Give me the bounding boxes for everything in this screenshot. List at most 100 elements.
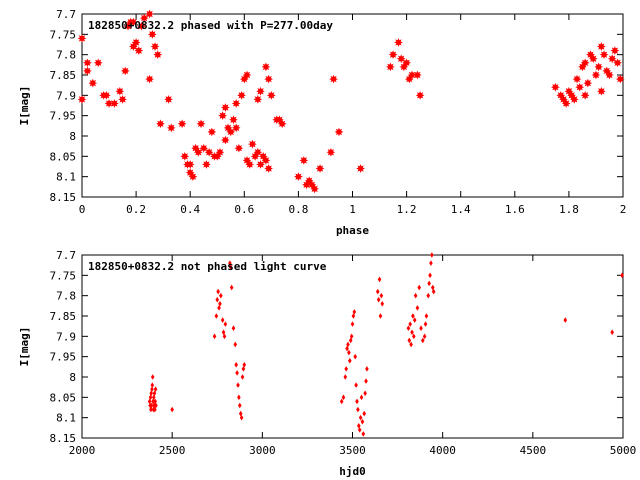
data-point: [343, 374, 348, 380]
data-point: [344, 366, 348, 372]
data-point: [239, 414, 244, 421]
data-point: [264, 164, 274, 173]
x-tick-label: 5000: [610, 444, 637, 457]
data-point: [212, 333, 217, 340]
data-point: [353, 353, 358, 360]
data-point: [110, 99, 119, 108]
data-point: [356, 406, 360, 413]
y-tick-label: 7.9: [56, 330, 76, 343]
data-point: [149, 406, 153, 413]
data-point: [237, 394, 241, 401]
data-point: [256, 160, 265, 169]
data-point: [591, 70, 601, 80]
data-point: [88, 78, 98, 88]
y-tick-label: 7.8: [56, 290, 76, 303]
data-point: [575, 82, 585, 92]
data-point: [145, 74, 154, 84]
unphased-light-curve-panel: 2000 2500 3000 3500 4000 4500 5000 7.7 7.75 7.8 7.…: [18, 249, 636, 478]
data-point: [352, 309, 357, 315]
data-point: [277, 119, 287, 129]
data-point: [131, 38, 141, 47]
data-point: [605, 70, 614, 80]
panel-title: 182850+0832.2 phased with P=277.00day: [88, 19, 333, 32]
data-point: [253, 147, 263, 157]
data-point: [412, 333, 416, 340]
data-point: [364, 378, 368, 384]
data-point: [430, 252, 434, 258]
y-tick-label: 8: [69, 130, 76, 143]
phased-light-curve-panel: 0 0.2 0.4 0.6 0.8 1 1.2 1.4 1.6 1.8 2 7.7 7.75 7.8 7.8…: [18, 8, 626, 237]
y-tick-label: 7.7: [56, 249, 76, 262]
data-point: [388, 50, 398, 60]
data-point: [386, 62, 395, 72]
data-point: [402, 58, 411, 68]
data-point: [348, 337, 353, 344]
data-point: [355, 398, 359, 405]
x-tick-label: 2: [620, 203, 627, 216]
data-point: [396, 54, 406, 64]
data-point: [266, 90, 276, 100]
data-point: [561, 99, 571, 108]
data-point: [83, 66, 92, 76]
y-tick-label: 8.05: [50, 391, 77, 404]
x-axis-label: hjd0: [339, 465, 366, 478]
data-point: [231, 325, 236, 331]
data-point: [148, 394, 153, 401]
data-point: [217, 305, 221, 311]
data-point: [607, 54, 617, 64]
data-point: [207, 127, 217, 137]
data-point: [153, 398, 158, 405]
data-point: [228, 264, 233, 270]
data-point: [264, 74, 274, 84]
data-point: [118, 95, 127, 104]
data-point: [129, 17, 138, 27]
data-point: [253, 95, 263, 104]
data-point: [134, 46, 144, 55]
panel-title: 182850+0832.2 not phased light curve: [88, 260, 327, 273]
data-point: [310, 184, 319, 194]
y-tick-label: 7.75: [50, 28, 77, 41]
data-point: [77, 34, 87, 43]
data-point: [413, 70, 422, 80]
data-point: [412, 317, 417, 323]
data-point: [379, 292, 384, 299]
data-point: [149, 390, 154, 397]
data-point: [408, 321, 413, 327]
data-point: [422, 333, 427, 340]
data-point: [349, 333, 354, 340]
data-point: [229, 284, 234, 291]
data-point: [394, 38, 403, 47]
data-point: [228, 260, 232, 266]
data-point: [599, 50, 609, 60]
x-tick-label: 1.4: [451, 203, 471, 216]
data-point: [361, 431, 366, 437]
x-tick-label: 0: [79, 203, 86, 216]
data-point: [588, 54, 598, 64]
y-tick-label: 8.15: [50, 432, 77, 445]
data-point: [223, 321, 228, 327]
x-tick-label: 2500: [159, 444, 186, 457]
data-point: [329, 74, 338, 84]
data-point: [431, 288, 436, 295]
data-point: [419, 325, 423, 331]
data-point: [376, 296, 381, 303]
data-point: [346, 341, 350, 348]
data-point: [245, 160, 255, 169]
data-point: [104, 99, 114, 108]
data-point: [204, 147, 214, 157]
data-point: [426, 292, 431, 299]
data-point: [596, 42, 606, 51]
y-tick-label: 7.7: [56, 8, 76, 21]
data-point: [563, 317, 568, 323]
y-tick-label: 7.85: [50, 310, 77, 323]
data-point: [356, 164, 365, 173]
y-axis-label: I[mag]: [18, 327, 31, 367]
plot-frame: [81, 254, 624, 439]
data-point: [363, 390, 367, 397]
data-point: [341, 394, 346, 401]
data-point: [150, 374, 155, 380]
data-point: [215, 147, 225, 157]
data-point: [166, 123, 176, 133]
data-point: [347, 357, 352, 364]
